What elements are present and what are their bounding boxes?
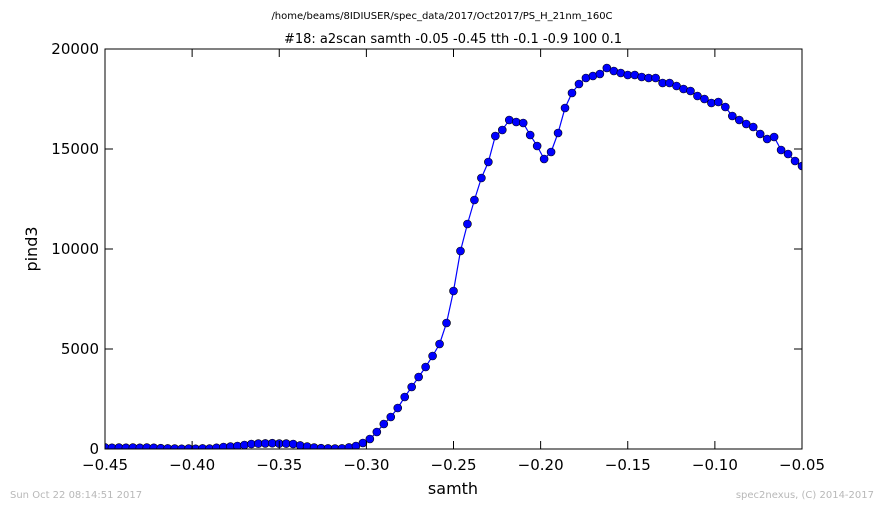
y-axis: 0 5000 10000 15000 20000 (51, 40, 802, 458)
data-point (421, 362, 430, 372)
data-point (518, 118, 528, 128)
data-point (463, 219, 472, 229)
x-tick-label: −0.30 (343, 456, 389, 474)
data-point (407, 382, 416, 392)
data-point (449, 286, 458, 296)
data-point (776, 145, 786, 155)
data-point (574, 79, 584, 89)
footer-credit: spec2nexus, (C) 2014-2017 (736, 490, 874, 501)
data-point (414, 372, 423, 382)
y-tick-label: 0 (89, 440, 99, 458)
data-point (769, 132, 779, 142)
x-tick-label: −0.40 (169, 456, 215, 474)
data-point (797, 161, 802, 171)
x-tick-label: −0.45 (82, 456, 128, 474)
data-point (651, 73, 660, 83)
data-point (379, 419, 389, 429)
data-point (700, 94, 709, 104)
series-layer (105, 63, 802, 449)
data-point (525, 130, 535, 140)
y-axis-label: pind3 (22, 226, 41, 271)
data-point (288, 439, 298, 449)
series-line (105, 67, 802, 449)
x-axis-label: samth (428, 479, 478, 498)
data-point (532, 141, 542, 151)
data-point (491, 131, 500, 141)
data-point (372, 427, 382, 437)
data-point (456, 246, 465, 256)
data-point (442, 318, 451, 328)
x-tick-label: −0.25 (431, 456, 477, 474)
data-point (783, 149, 793, 159)
data-point (435, 339, 444, 349)
data-point (400, 392, 410, 402)
y-tick-label: 15000 (51, 140, 99, 158)
plot-area (104, 48, 803, 450)
chart-title: #18: a2scan samth -0.05 -0.45 tth -0.1 -… (284, 32, 622, 47)
data-point (393, 403, 403, 413)
data-point (553, 128, 563, 138)
data-point (560, 103, 570, 113)
data-point (755, 129, 765, 139)
footer-timestamp: Sun Oct 22 08:14:51 2017 (10, 490, 142, 501)
chart-suptitle: /home/beams/8IDIUSER/spec_data/2017/Oct2… (271, 11, 612, 22)
data-point (477, 173, 486, 183)
y-tick-label: 20000 (51, 40, 99, 58)
x-axis: −0.45 −0.40 −0.35 −0.30 −0.25 −0.20 −0.15 −0.10… (82, 49, 825, 474)
y-tick-label: 5000 (61, 340, 99, 358)
x-tick-label: −0.05 (779, 456, 825, 474)
data-point (428, 351, 437, 361)
axes-frame (104, 48, 803, 450)
data-point (686, 86, 695, 96)
data-point (470, 195, 479, 205)
data-point (484, 157, 493, 167)
data-point (539, 154, 549, 164)
y-tick-label: 10000 (51, 240, 99, 258)
x-tick-label: −0.35 (256, 456, 302, 474)
x-tick-label: −0.15 (605, 456, 651, 474)
data-point (546, 147, 556, 157)
data-point (344, 443, 354, 449)
data-point (595, 69, 605, 79)
x-tick-label: −0.10 (692, 456, 738, 474)
data-point (386, 412, 396, 422)
data-point (497, 125, 507, 135)
data-point (365, 434, 375, 444)
data-point (734, 115, 744, 125)
data-point (358, 438, 368, 448)
data-point (295, 441, 305, 449)
x-tick-label: −0.20 (518, 456, 564, 474)
data-point (790, 156, 800, 166)
data-point (567, 88, 577, 98)
data-point (721, 102, 730, 112)
data-point (727, 111, 737, 121)
data-point (748, 122, 758, 132)
data-point (714, 97, 723, 107)
